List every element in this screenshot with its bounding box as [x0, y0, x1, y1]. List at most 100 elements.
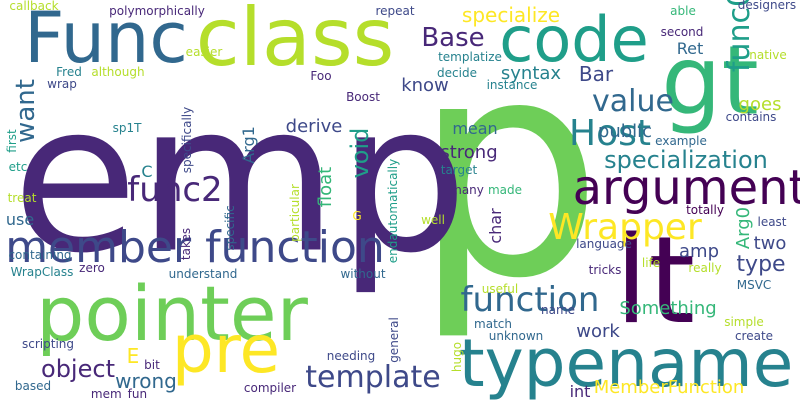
word-float: float — [315, 166, 336, 208]
word-boost: Boost — [346, 90, 380, 104]
word-sp1t: sp1T — [112, 121, 142, 135]
word-match: match — [474, 317, 512, 331]
word-particular: particular — [288, 184, 302, 242]
word-gt: gt — [661, 26, 759, 137]
word-type: type — [736, 252, 786, 277]
word-derive: derive — [285, 116, 343, 137]
word-work: work — [576, 321, 620, 342]
word-create: create — [734, 329, 774, 343]
word-first: first — [5, 129, 19, 153]
word-mean: mean — [452, 119, 498, 138]
word-useful: useful — [481, 282, 519, 296]
word-repeat: repeat — [375, 4, 415, 18]
word-something: Something — [619, 298, 717, 319]
word-ret: Ret — [676, 39, 704, 58]
word-target: target — [440, 163, 478, 177]
word-second: second — [660, 25, 704, 39]
word-pointer: pointer — [36, 269, 308, 358]
word-emp: emp — [12, 60, 468, 299]
word-containing: containing — [8, 248, 72, 262]
word-life: life — [641, 256, 661, 270]
word-function: function — [460, 280, 600, 320]
word-instance: instance — [486, 78, 538, 92]
word-msvc: MSVC — [736, 278, 772, 292]
word-specialize: specialize — [461, 3, 561, 27]
word-specific: specific — [223, 205, 237, 251]
word-char: char — [486, 208, 505, 244]
word-without: without — [340, 267, 386, 281]
word-understand: understand — [168, 267, 238, 281]
word-int: int — [569, 382, 591, 400]
word-e: E — [126, 344, 140, 368]
word-template: template — [305, 360, 441, 395]
word-typename: typename — [458, 325, 794, 400]
word-specifically: specifically — [180, 106, 194, 174]
word-able: able — [670, 4, 696, 18]
word-syntax: syntax — [500, 63, 562, 84]
word-bar: Bar — [578, 62, 614, 86]
word-made: made — [487, 183, 523, 197]
word-well: well — [421, 213, 445, 227]
word-tricks: tricks — [588, 263, 622, 277]
word-wrapper: Wrapper — [548, 207, 702, 248]
word-object: object — [41, 355, 115, 383]
word-two: two — [753, 233, 787, 254]
word-func2: func2 — [127, 170, 223, 210]
word-p: p — [412, 0, 604, 344]
word-name: name — [540, 303, 576, 317]
word-simple: simple — [724, 315, 764, 329]
word-strong: strong — [440, 142, 498, 163]
word-templatize: templatize — [438, 50, 502, 64]
word-memberfunction: MemberFunction — [593, 377, 745, 398]
word-designers: designers — [737, 0, 797, 12]
word-func: Func — [24, 0, 188, 79]
word-member-function: member function — [5, 222, 385, 273]
word-hugo: hugo — [450, 341, 464, 373]
word-polymorphically: polymorphically — [109, 4, 205, 18]
word-takes: takes — [179, 227, 193, 261]
word-class: class — [195, 0, 395, 84]
word-foo: Foo — [310, 69, 332, 83]
word-arg1: Arg1 — [239, 126, 258, 164]
word-lt: lt — [614, 212, 696, 351]
word-many: many — [450, 183, 484, 197]
word-argument: argument — [572, 160, 800, 216]
word-public: public — [597, 121, 653, 142]
word-zero: zero — [79, 261, 105, 275]
word-etc: etc — [8, 160, 28, 174]
word-c: C — [141, 162, 153, 181]
word-language: language — [576, 237, 632, 251]
word-value: value — [592, 84, 674, 119]
word-wrap: wrap — [47, 77, 77, 91]
word-least: least — [757, 215, 787, 229]
word-example: example — [655, 134, 707, 148]
word-use: use — [5, 210, 35, 229]
word-base: Base — [421, 23, 485, 53]
word-totally: totally — [686, 203, 724, 217]
word-code: code — [499, 3, 649, 76]
word-fred: Fred — [56, 65, 82, 79]
word-general: general — [387, 317, 401, 363]
word-contains: contains — [725, 110, 777, 124]
word-wrong: wrong — [115, 369, 177, 393]
word-really: really — [688, 261, 722, 275]
word-needing: needing — [326, 349, 376, 363]
word-wrapclass: WrapClass — [10, 265, 74, 279]
word-amp: amp — [679, 241, 719, 262]
word-mem-fun: mem_fun — [90, 387, 148, 400]
word-callback: callback — [9, 0, 59, 13]
word-specialization: specialization — [604, 146, 768, 174]
word-pre: pre — [171, 311, 281, 388]
word-g: G — [352, 209, 362, 223]
word-goes: goes — [738, 94, 782, 115]
word-compiler: compiler — [243, 381, 297, 395]
word-unknown: unknown — [488, 329, 544, 343]
word-void: void — [346, 127, 374, 179]
word-although: although — [91, 65, 145, 79]
word-arg0: Arg0 — [733, 206, 754, 250]
word-based: based — [14, 379, 52, 393]
word-native: native — [749, 48, 787, 62]
word-easier: easier — [185, 45, 223, 59]
word-scripting: scripting — [22, 337, 74, 351]
